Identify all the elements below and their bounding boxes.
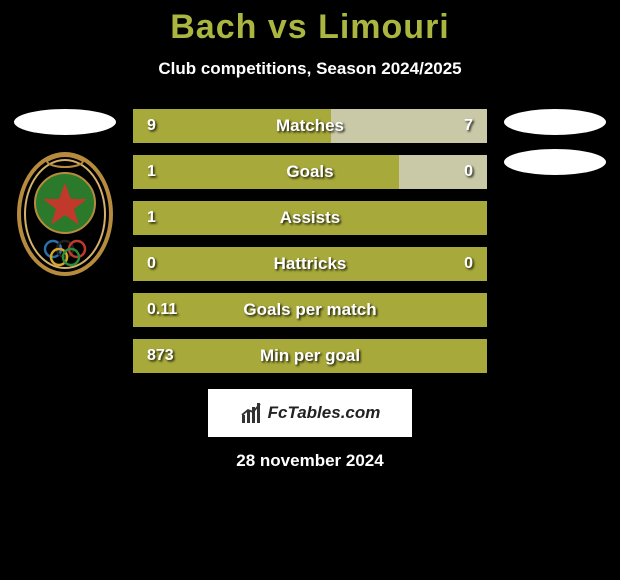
stat-value-right: 0 <box>433 255 473 273</box>
stat-value-left: 9 <box>147 117 187 135</box>
stat-label: Hattricks <box>187 254 433 274</box>
stat-value-right: 7 <box>433 117 473 135</box>
season-subtitle: Club competitions, Season 2024/2025 <box>0 59 620 79</box>
stat-content: 1Assists <box>133 201 487 235</box>
stat-value-left: 873 <box>147 347 187 365</box>
stat-label: Min per goal <box>187 346 433 366</box>
stat-content: 1Goals0 <box>133 155 487 189</box>
stat-label: Assists <box>187 208 433 228</box>
stat-value-left: 1 <box>147 163 187 181</box>
brand-logo-icon <box>240 401 264 425</box>
player-right-column <box>501 109 609 175</box>
main-row: 9Matches71Goals01Assists0Hattricks00.11G… <box>0 109 620 373</box>
stat-row: 1Goals0 <box>133 155 487 189</box>
stat-label: Goals <box>187 162 433 182</box>
stat-value-left: 1 <box>147 209 187 227</box>
stat-content: 0.11Goals per match <box>133 293 487 327</box>
stat-content: 0Hattricks0 <box>133 247 487 281</box>
club-badge-left <box>15 149 115 279</box>
stat-value-left: 0.11 <box>147 301 187 319</box>
brand-footer[interactable]: FcTables.com <box>208 389 412 437</box>
stat-label: Matches <box>187 116 433 136</box>
stat-row: 9Matches7 <box>133 109 487 143</box>
stat-row: 873Min per goal <box>133 339 487 373</box>
player-left-photo-placeholder <box>14 109 116 135</box>
page-title: Bach vs Limouri <box>0 8 620 47</box>
stats-column: 9Matches71Goals01Assists0Hattricks00.11G… <box>133 109 487 373</box>
stat-label: Goals per match <box>187 300 433 320</box>
player-left-column <box>11 109 119 279</box>
stat-content: 9Matches7 <box>133 109 487 143</box>
brand-name: FcTables.com <box>268 403 381 423</box>
club-badge-right-placeholder <box>504 149 606 175</box>
stat-value-right: 0 <box>433 163 473 181</box>
stat-content: 873Min per goal <box>133 339 487 373</box>
player-right-photo-placeholder <box>504 109 606 135</box>
comparison-widget: Bach vs Limouri Club competitions, Seaso… <box>0 0 620 471</box>
stat-row: 0Hattricks0 <box>133 247 487 281</box>
stat-row: 0.11Goals per match <box>133 293 487 327</box>
stat-row: 1Assists <box>133 201 487 235</box>
date-line: 28 november 2024 <box>0 451 620 471</box>
stat-value-left: 0 <box>147 255 187 273</box>
